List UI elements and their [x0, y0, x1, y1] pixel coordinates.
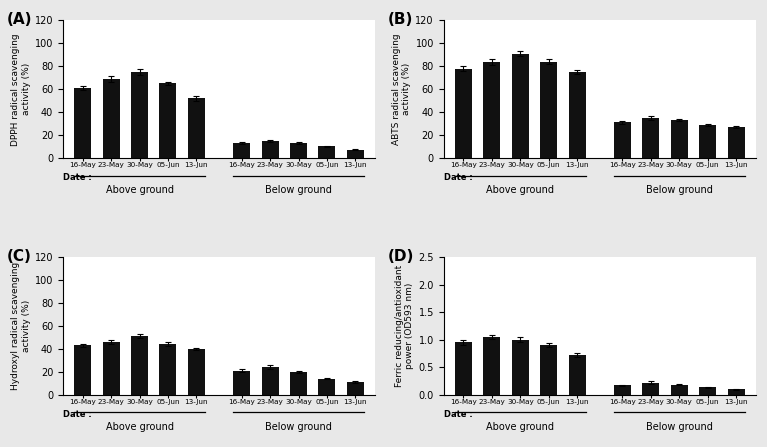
Bar [483, 62, 500, 158]
Y-axis label: Hydroxyl radical scavenging
activity (%): Hydroxyl radical scavenging activity (%) [11, 262, 31, 390]
Text: Above ground: Above ground [106, 186, 173, 195]
Bar [540, 62, 557, 158]
Text: (D): (D) [387, 249, 413, 264]
Bar [103, 342, 120, 395]
Bar [614, 385, 631, 395]
Bar [568, 72, 585, 158]
Bar [188, 349, 205, 395]
Bar [512, 340, 528, 395]
Text: Below ground: Below ground [265, 186, 332, 195]
Bar [160, 84, 176, 158]
Bar [670, 385, 688, 395]
Bar [74, 88, 91, 158]
Bar [455, 342, 472, 395]
Bar [728, 127, 745, 158]
Text: (A): (A) [7, 12, 32, 27]
Bar [160, 344, 176, 395]
Bar [318, 147, 335, 158]
Bar [318, 379, 335, 395]
Bar [568, 355, 585, 395]
Text: Above ground: Above ground [486, 186, 555, 195]
Bar [699, 388, 716, 395]
Bar [728, 389, 745, 395]
Bar [131, 72, 148, 158]
Bar [642, 383, 660, 395]
Y-axis label: DPPH radical scavenging
activity (%): DPPH radical scavenging activity (%) [11, 33, 31, 146]
Bar [642, 118, 660, 158]
Bar [699, 125, 716, 158]
Text: Date :: Date : [443, 173, 472, 182]
Text: Above ground: Above ground [486, 422, 555, 432]
Text: Date :: Date : [63, 410, 91, 419]
Bar [233, 371, 250, 395]
Bar [103, 79, 120, 158]
Bar [455, 68, 472, 158]
Text: Date :: Date : [443, 410, 472, 419]
Bar [188, 98, 205, 158]
Bar [262, 367, 278, 395]
Y-axis label: Ferric reducing/antioxidant
power (OD593 nm): Ferric reducing/antioxidant power (OD593… [395, 265, 414, 387]
Text: (B): (B) [387, 12, 413, 27]
Text: Below ground: Below ground [265, 422, 332, 432]
Bar [74, 346, 91, 395]
Bar [540, 345, 557, 395]
Text: Date :: Date : [63, 173, 91, 182]
Bar [233, 143, 250, 158]
Text: Below ground: Below ground [646, 422, 713, 432]
Text: Above ground: Above ground [106, 422, 173, 432]
Bar [290, 143, 307, 158]
Bar [614, 122, 631, 158]
Bar [670, 120, 688, 158]
Bar [483, 337, 500, 395]
Text: Below ground: Below ground [646, 186, 713, 195]
Text: (C): (C) [7, 249, 31, 264]
Bar [512, 54, 528, 158]
Bar [262, 141, 278, 158]
Bar [347, 382, 364, 395]
Bar [347, 150, 364, 158]
Y-axis label: ABTS radical scavenging
activity (%): ABTS radical scavenging activity (%) [392, 34, 411, 145]
Bar [131, 336, 148, 395]
Bar [290, 372, 307, 395]
